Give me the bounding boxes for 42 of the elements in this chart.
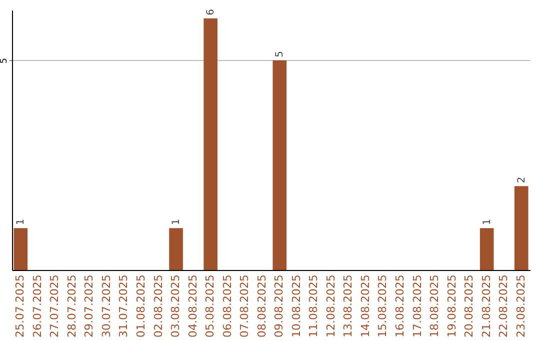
x-tick-label: 26.07.2025 xyxy=(30,274,44,338)
bar xyxy=(514,186,528,270)
data-label: 1 xyxy=(482,218,493,226)
x-tick-label: 10.08.2025 xyxy=(290,274,303,338)
x-tick-label: 25.07.2025 xyxy=(14,274,27,338)
x-tick-label: 23.08.2025 xyxy=(514,274,528,338)
x-tick-label: 28.07.2025 xyxy=(65,274,78,338)
data-label: 1 xyxy=(171,218,182,226)
x-tick-label: 08.08.2025 xyxy=(255,274,268,338)
bar xyxy=(272,60,287,270)
x-tick-label: 19.08.2025 xyxy=(445,274,458,338)
x-tick-label: 09.08.2025 xyxy=(272,274,286,338)
x-tick-label: 29.07.2025 xyxy=(82,274,96,338)
x-tick-label: 12.08.2025 xyxy=(324,274,338,338)
data-label: 2 xyxy=(516,176,528,184)
x-tick-label: 13.08.2025 xyxy=(342,274,355,338)
x-tick-label: 15.08.2025 xyxy=(376,274,390,338)
x-tick-label: 16.08.2025 xyxy=(394,274,406,338)
bar xyxy=(169,228,183,270)
x-tick-label: 31.07.2025 xyxy=(117,274,130,338)
x-tick-label: 06.08.2025 xyxy=(220,274,234,338)
x-tick-label: 27.07.2025 xyxy=(48,274,62,338)
data-label: 6 xyxy=(206,9,217,16)
x-tick-label: 21.08.2025 xyxy=(480,274,493,338)
x-tick-label: 17.08.2025 xyxy=(410,274,424,338)
x-tick-label: 01.08.2025 xyxy=(134,274,148,338)
x-tick-label: 07.08.2025 xyxy=(238,274,252,338)
data-label: 5 xyxy=(274,50,286,58)
x-tick-label: 03.08.2025 xyxy=(169,274,182,338)
bar xyxy=(204,18,218,270)
bar xyxy=(480,228,494,270)
x-tick-label: 02.08.2025 xyxy=(152,274,165,338)
x-tick-label: 11.08.2025 xyxy=(307,274,320,338)
x-tick-label: 04.08.2025 xyxy=(186,274,200,338)
x-tick-label: 05.08.2025 xyxy=(204,274,217,338)
x-tick-label: 20.08.2025 xyxy=(462,274,476,338)
bar xyxy=(14,228,28,270)
x-tick-label: 22.08.2025 xyxy=(497,274,510,338)
x-tick-label: 30.07.2025 xyxy=(100,274,113,338)
data-label: 1 xyxy=(16,218,27,226)
x-tick-label: 18.08.2025 xyxy=(428,274,442,338)
x-tick-label: 14.08.2025 xyxy=(358,274,372,338)
